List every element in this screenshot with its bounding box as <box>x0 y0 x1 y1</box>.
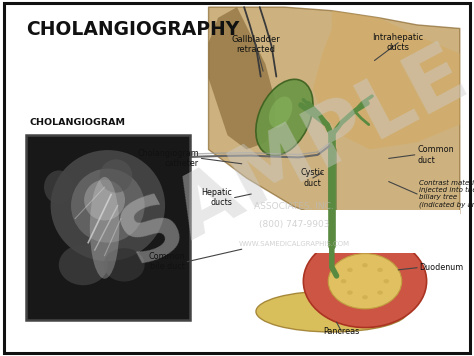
Ellipse shape <box>347 268 353 272</box>
FancyBboxPatch shape <box>294 210 460 253</box>
Text: SAMPLE: SAMPLE <box>108 32 474 281</box>
Ellipse shape <box>341 279 346 283</box>
Ellipse shape <box>44 171 73 204</box>
Text: Common
bile duct: Common bile duct <box>148 252 185 271</box>
Bar <box>26 135 190 320</box>
Ellipse shape <box>347 290 353 295</box>
Ellipse shape <box>362 295 368 299</box>
Polygon shape <box>209 7 460 242</box>
Text: WWW.SAMEDICALGRAPHIS.COM: WWW.SAMEDICALGRAPHIS.COM <box>238 241 349 247</box>
Ellipse shape <box>51 150 165 261</box>
Ellipse shape <box>59 245 108 285</box>
Polygon shape <box>209 7 275 150</box>
Ellipse shape <box>100 159 132 193</box>
Ellipse shape <box>328 253 402 309</box>
Text: Pancreas: Pancreas <box>323 326 359 336</box>
Text: Hepatic
ducts: Hepatic ducts <box>201 188 232 207</box>
Ellipse shape <box>256 79 313 156</box>
Ellipse shape <box>104 248 145 282</box>
Ellipse shape <box>90 177 119 279</box>
Ellipse shape <box>377 268 383 272</box>
Ellipse shape <box>362 263 368 267</box>
Ellipse shape <box>84 180 125 220</box>
Ellipse shape <box>256 291 408 332</box>
Text: (800) 747-9903: (800) 747-9903 <box>259 220 329 229</box>
Text: Contrast material
injected into the
biliary tree
(indicated by arrows): Contrast material injected into the bili… <box>419 180 474 208</box>
Text: Common
duct: Common duct <box>417 145 454 164</box>
Ellipse shape <box>269 96 292 128</box>
Text: Cystic
duct: Cystic duct <box>301 168 325 188</box>
Ellipse shape <box>383 279 389 283</box>
Polygon shape <box>313 11 460 150</box>
Ellipse shape <box>71 169 145 243</box>
Text: Duodenum: Duodenum <box>419 263 464 272</box>
Text: Intrahepatic
ducts: Intrahepatic ducts <box>373 33 424 52</box>
Ellipse shape <box>303 235 427 328</box>
Text: ASSOCIATES, INC.: ASSOCIATES, INC. <box>254 202 334 211</box>
Text: CHOLANGIOGRAPHY: CHOLANGIOGRAPHY <box>26 20 239 38</box>
Text: CHOLANGIOGRAM: CHOLANGIOGRAM <box>30 119 126 127</box>
Text: Gallbladder
retracted: Gallbladder retracted <box>232 35 280 54</box>
Text: Cholangiogram
catheter: Cholangiogram catheter <box>137 149 199 168</box>
Ellipse shape <box>377 290 383 295</box>
